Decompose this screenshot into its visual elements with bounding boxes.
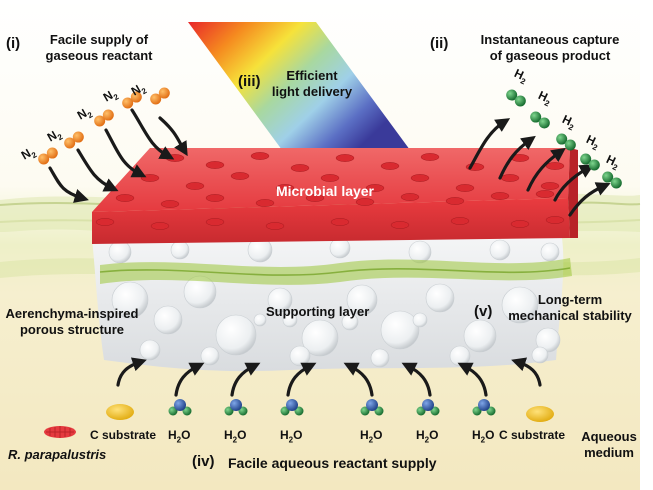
label-v-number: (v)	[474, 303, 493, 320]
label-i-line2: gaseous reactant	[45, 48, 153, 63]
label-ii-number: (ii)	[430, 35, 449, 52]
c-substrate-left-label: C substrate	[90, 428, 157, 442]
label-ii-line2: of gaseous product	[489, 48, 611, 63]
label-iii-line2: light delivery	[271, 84, 353, 99]
green-band	[99, 258, 572, 285]
h2o-label: H2O	[416, 428, 439, 445]
label-iv-text: Facile aqueous reactant supply	[228, 455, 437, 471]
supporting-layer-label: Supporting layer	[266, 304, 370, 319]
label-iii-text: Efficient light delivery	[262, 68, 362, 100]
h2o-label: H2O	[168, 428, 191, 445]
aerenchyma-label: Aerenchyma-inspired porous structure	[2, 306, 142, 338]
label-v-line2: mechanical stability	[508, 308, 632, 323]
label-ii-line1: Instantaneous capture	[480, 32, 620, 47]
h2o-label: H2O	[280, 428, 303, 445]
microbial-layer-label: Microbial layer	[275, 183, 375, 199]
label-iii-number: (iii)	[238, 73, 261, 90]
h2o-label: H2O	[360, 428, 383, 445]
label-v-line1: Long-term	[537, 292, 603, 307]
label-i-line1: Facile supply of	[49, 32, 149, 47]
label-i-number: (i)	[6, 35, 21, 52]
h2o-label: H2O	[224, 428, 247, 445]
aqueous-line1: Aqueous	[581, 429, 637, 444]
organism-label: R. parapalustris	[8, 447, 107, 462]
label-ii-text: Instantaneous capture of gaseous product	[460, 32, 640, 64]
h2o-label: H2O	[472, 428, 495, 445]
light-beam	[188, 22, 410, 150]
label-iv-number: (iv)	[192, 453, 215, 470]
label-iii-line1: Efficient	[286, 68, 338, 83]
aqueous-line2: medium	[584, 445, 634, 460]
right-margin	[640, 0, 653, 490]
label-i-text: Facile supply of gaseous reactant	[34, 32, 164, 64]
aqueous-medium-label: Aqueous medium	[574, 429, 644, 461]
label-v-text: Long-term mechanical stability	[500, 292, 640, 324]
c-substrate-right-label: C substrate	[499, 428, 566, 442]
aerenchyma-line2: porous structure	[19, 322, 124, 337]
organism-legend-icon	[44, 426, 76, 438]
aerenchyma-line1: Aerenchyma-inspired	[5, 306, 139, 321]
